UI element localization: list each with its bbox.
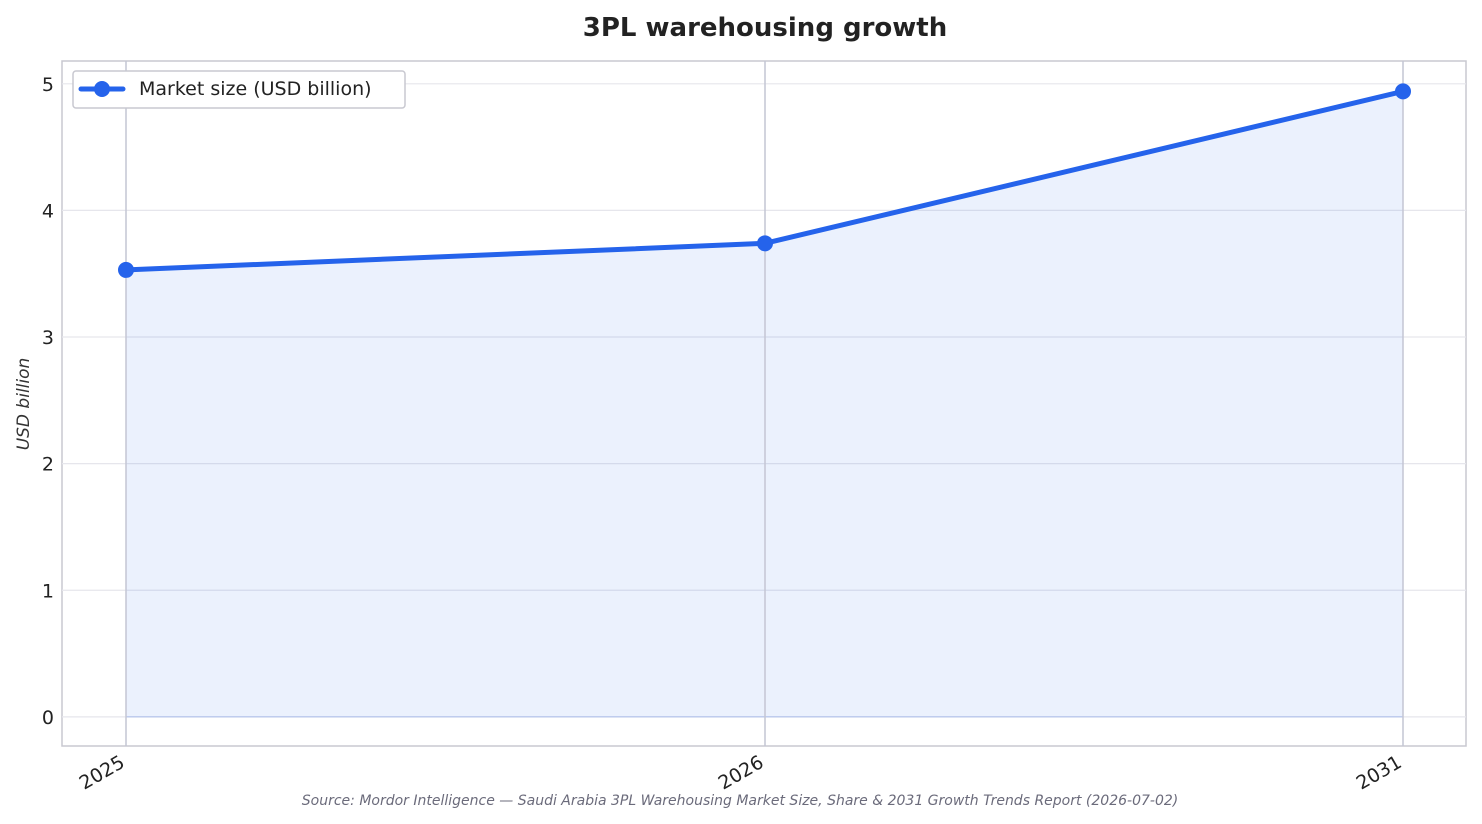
legend-marker bbox=[94, 81, 110, 97]
legend-label: Market size (USD billion) bbox=[139, 78, 372, 100]
chart-title: 3PL warehousing growth bbox=[583, 13, 947, 43]
y-tick-label: 3 bbox=[42, 327, 54, 349]
y-tick-label: 0 bbox=[42, 707, 54, 729]
data-point-2031 bbox=[1395, 83, 1411, 100]
data-point-2026 bbox=[757, 235, 773, 252]
data-point-2025 bbox=[118, 261, 134, 278]
x-tick-label: 2026 bbox=[715, 751, 768, 794]
y-axis-label: USD billion bbox=[14, 358, 34, 451]
y-tick-label: 2 bbox=[42, 454, 54, 476]
x-tick-label: 2031 bbox=[1353, 751, 1406, 794]
legend-box bbox=[72, 70, 406, 109]
source-note: Source: Mordor Intelligence — Saudi Arab… bbox=[302, 793, 1178, 809]
y-tick-label: 5 bbox=[42, 74, 54, 96]
x-tick-label: 2025 bbox=[76, 751, 129, 794]
y-tick-label: 4 bbox=[42, 200, 54, 222]
legend: Market size (USD billion) bbox=[72, 70, 406, 109]
y-tick-label: 1 bbox=[42, 580, 54, 602]
plot-frame bbox=[61, 60, 1467, 747]
